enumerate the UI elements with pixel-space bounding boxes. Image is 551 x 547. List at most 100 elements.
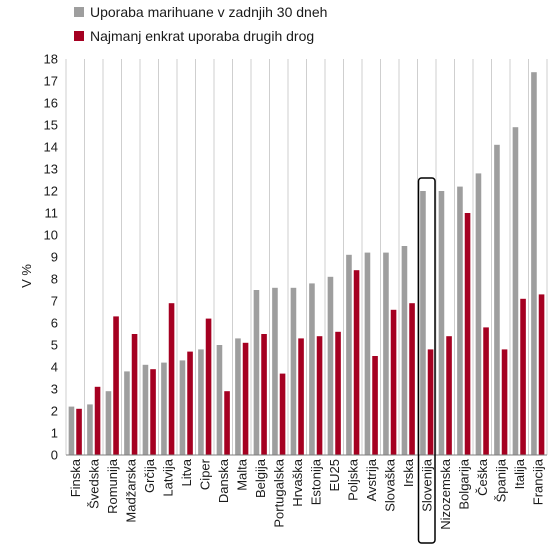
x-tick-label: Španija (493, 458, 508, 502)
bar-other-drugs (224, 391, 230, 455)
y-tick-label: 18 (44, 52, 58, 67)
x-tick-label: EU25 (327, 459, 342, 492)
x-tick-label: Hrvaška (290, 458, 305, 506)
x-tick-label: Švedska (86, 458, 101, 509)
bar-other-drugs (483, 327, 489, 455)
x-tick-label: Ciper (197, 458, 212, 490)
bar-other-drugs (520, 298, 526, 455)
x-tick-label: Estonija (308, 458, 323, 505)
bar-other-drugs (76, 408, 82, 455)
bar-other-drugs (187, 351, 193, 455)
bar-marihuana (438, 191, 445, 455)
bar-other-drugs (390, 309, 397, 455)
y-tick-label: 10 (44, 228, 58, 243)
bar-other-drugs (113, 316, 119, 455)
y-axis-title: V % (19, 264, 34, 288)
bar-marihuana (309, 283, 315, 455)
bar-other-drugs (261, 334, 267, 455)
x-tick-label: Madžarska (123, 458, 138, 522)
bar-other-drugs (427, 349, 434, 455)
x-tick-label: Italija (512, 458, 527, 489)
x-tick-label: Romunija (105, 458, 120, 514)
y-tick-label: 0 (51, 448, 58, 463)
bar-marihuana (420, 191, 426, 455)
bar-other-drugs (242, 342, 249, 455)
x-tick-label: Portugalska (271, 458, 286, 527)
bar-other-drugs (372, 356, 378, 455)
y-tick-label: 2 (51, 404, 58, 419)
bar-marihuana (179, 360, 186, 455)
x-tick-label: Poljska (345, 458, 360, 501)
x-tick-label: Finska (68, 458, 83, 497)
bar-marihuana (457, 186, 463, 455)
y-tick-label: 7 (51, 294, 58, 309)
bar-marihuana (87, 404, 93, 455)
bar-marihuana (327, 276, 334, 455)
y-tick-label: 17 (44, 74, 58, 89)
bar-marihuana (475, 173, 482, 455)
y-tick-label: 3 (51, 382, 58, 397)
y-tick-label: 4 (51, 360, 58, 375)
y-tick-label: 13 (44, 162, 58, 177)
bar-other-drugs (298, 338, 304, 455)
bar-marihuana (142, 364, 149, 455)
x-tick-label: Avstrija (364, 458, 379, 501)
bar-marihuana (235, 338, 241, 455)
bar-other-drugs (335, 331, 341, 455)
x-tick-label: Nizozemska (438, 458, 453, 530)
legend-swatch-marihuana (74, 7, 84, 17)
y-tick-label: 12 (44, 184, 58, 199)
bar-other-drugs (94, 386, 101, 455)
bar-other-drugs (538, 294, 545, 455)
bar-marihuana (216, 345, 223, 455)
bar-other-drugs (150, 369, 156, 455)
bar-marihuana (346, 254, 352, 455)
x-tick-label: Malta (234, 458, 249, 491)
y-tick-label: 11 (45, 206, 59, 221)
bar-marihuana (68, 406, 75, 455)
bar-other-drugs (205, 318, 212, 455)
grid (65, 59, 548, 455)
bar-other-drugs (446, 336, 452, 455)
legend-swatch-other-drugs (74, 31, 84, 41)
bar-marihuana (494, 144, 500, 456)
bar-marihuana (198, 349, 204, 455)
x-axis-category-labels: Finska Švedska Romunija Madžarska Grčija Latv… (68, 458, 546, 530)
bar-other-drugs (131, 334, 138, 455)
bar-other-drugs (279, 373, 286, 455)
bar-other-drugs (464, 213, 471, 455)
bar-marihuana (401, 246, 408, 455)
bar-marihuana (290, 287, 297, 455)
x-tick-label: Slovenija (419, 458, 434, 512)
bar-other-drugs (316, 336, 323, 455)
legend-label-marihuana: Uporaba marihuane v zadnjih 30 dneh (90, 4, 327, 20)
x-tick-label: Grčija (142, 458, 157, 493)
bars (68, 72, 545, 456)
x-tick-label: Bolgarija (456, 458, 471, 509)
x-tick-label: Irska (401, 458, 416, 487)
bar-other-drugs (501, 349, 508, 455)
y-tick-label: 1 (51, 426, 58, 441)
bar-marihuana (253, 290, 260, 455)
x-tick-label: Latvija (160, 458, 175, 496)
bar-other-drugs (409, 303, 415, 455)
y-tick-label: 9 (51, 250, 58, 265)
highlight-box-slovenija (417, 177, 436, 544)
bar-marihuana (531, 72, 537, 455)
x-tick-label: Češka (475, 458, 490, 496)
bar-other-drugs (353, 270, 360, 455)
y-tick-label: 5 (51, 338, 58, 353)
legend-label-other-drugs: Najmanj enkrat uporaba drugih drog (90, 28, 314, 44)
bar-marihuana (124, 371, 130, 455)
bar-marihuana (272, 287, 278, 455)
y-tick-label: 14 (44, 140, 58, 155)
y-tick-label: 8 (51, 272, 58, 287)
bar-marihuana (105, 391, 112, 455)
x-tick-label: Francija (530, 458, 545, 505)
bar-marihuana (161, 362, 167, 455)
bar-marihuana (512, 127, 519, 455)
x-tick-label: Belgija (253, 458, 268, 498)
y-tick-label: 15 (44, 118, 58, 133)
